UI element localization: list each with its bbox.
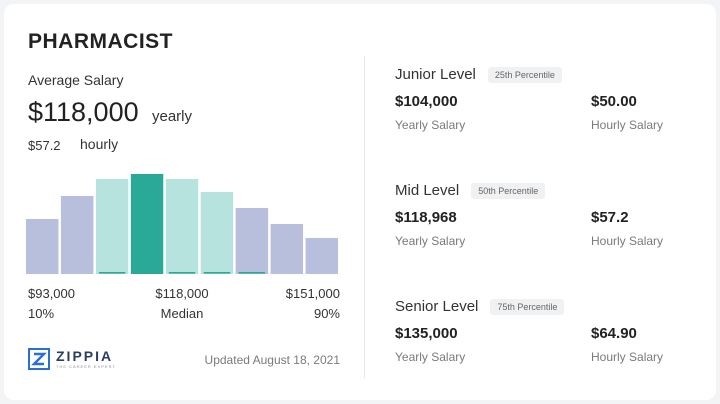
tick-value-low: $93,000 (28, 286, 75, 301)
histogram-bar-underline-4 (168, 272, 196, 274)
histogram-bar-5 (200, 192, 234, 274)
senior-level-section: Senior Level 75th Percentile $135,000 Ye… (395, 298, 695, 365)
histogram-bar-underline-6 (238, 272, 266, 274)
mid-level-section: Mid Level 50th Percentile $118,968 Yearl… (395, 182, 695, 249)
histogram-bar-1 (60, 196, 94, 274)
tick-value-high: $151,000 (285, 286, 340, 301)
percentile-badge: 25th Percentile (487, 66, 562, 83)
level-name: Mid Level (395, 182, 460, 199)
yearly-salary-value: $135,000 (395, 325, 458, 342)
percentile-badge: 50th Percentile (471, 182, 546, 199)
tick-label-high: 90% (313, 306, 340, 321)
yearly-salary-label: Yearly Salary (395, 350, 466, 364)
histogram-bar-7 (270, 224, 304, 274)
salary-histogram (26, 174, 338, 274)
histogram-bar-4 (165, 179, 199, 274)
tick-label-low: 10% (28, 306, 55, 321)
yearly-salary-value: $104,000 (395, 93, 458, 110)
yearly-salary-label: Yearly Salary (395, 234, 466, 248)
average-hourly-salary: $57.2 (28, 138, 61, 153)
zippia-logo-icon (28, 348, 50, 370)
histogram-bar-8 (305, 238, 338, 274)
yearly-salary-label: Yearly Salary (395, 118, 466, 132)
hourly-salary-label: Hourly Salary (591, 234, 664, 248)
junior-level-section: Junior Level 25th Percentile $104,000 Ye… (395, 66, 695, 133)
column-divider (364, 56, 365, 378)
hourly-salary-label: Hourly Salary (591, 350, 664, 364)
yearly-salary-value: $118,968 (395, 209, 457, 226)
percentile-badge: 75th Percentile (490, 298, 565, 315)
zippia-logo[interactable]: ZIPPIA THE CAREER EXPERT (28, 348, 116, 370)
average-yearly-salary: $118,000 (28, 97, 139, 127)
hourly-salary-value: $50.00 (591, 93, 637, 110)
histogram-bar-underline-5 (203, 272, 231, 274)
yearly-word: yearly (152, 108, 193, 125)
page-title: PHARMACIST (28, 30, 173, 53)
hourly-salary-value: $64.90 (591, 325, 637, 342)
hourly-salary-value: $57.2 (591, 209, 629, 226)
hourly-salary-label: Hourly Salary (591, 118, 664, 132)
histogram-bar-6 (235, 208, 269, 274)
level-name: Junior Level (395, 66, 476, 83)
hourly-word: hourly (80, 136, 119, 152)
average-salary-label: Average Salary (28, 72, 124, 88)
level-name: Senior Level (395, 298, 479, 315)
histogram-bar-underline-2 (98, 272, 126, 274)
updated-date: Updated August 18, 2021 (204, 353, 340, 367)
histogram-bar-0 (26, 219, 59, 274)
logo-name: ZIPPIA (56, 347, 114, 364)
histogram-bar-3 (130, 174, 164, 274)
histogram-bar-2 (95, 179, 129, 274)
tick-label-median: Median (160, 306, 204, 321)
logo-tagline: THE CAREER EXPERT (56, 363, 116, 369)
tick-value-median: $118,000 (155, 286, 209, 301)
